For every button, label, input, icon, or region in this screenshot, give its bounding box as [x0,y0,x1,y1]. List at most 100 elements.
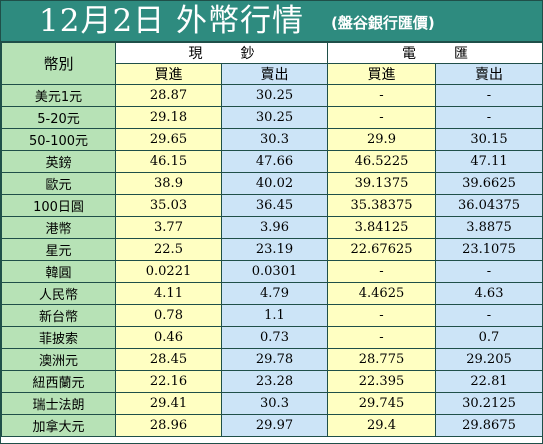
currency-name: 人民幣 [1,282,116,305]
wire-buy-cell: - [327,106,436,129]
wire-sell-cell: 30.15 [435,128,543,151]
currency-name: 加拿大元 [1,414,116,437]
currency-name: 50-100元 [1,128,116,151]
cash-sell-cell: 3.96 [221,216,328,239]
cash-buy-cell: 46.15 [115,150,222,173]
table-row: 新台幣 0.78 1.1- - [1,304,543,327]
table-row: 美元1元 28.87 30.25- - [1,84,543,107]
currency-name: 新台幣 [1,304,116,327]
cash-buy-cell: 22.16 [115,370,222,393]
wire-sell-header: 賣出 [435,63,543,85]
table-row: 加拿大元 28.96 29.97 29.4 29.8675 [1,414,543,437]
cash-sell-cell: 30.3 [221,128,328,151]
currency-name: 5-20元 [1,106,116,129]
wire-sell-cell: 3.8875 [435,216,543,239]
cash-buy-cell: 4.11 [115,282,222,305]
cash-buy-cell: 22.5 [115,238,222,261]
currency-name: 星元 [1,238,116,261]
wire-sell-cell: 22.81 [435,370,543,393]
cash-buy-cell: 28.45 [115,348,222,371]
cash-buy-cell: 29.18 [115,106,222,129]
cash-sell-header: 賣出 [221,63,328,85]
table-row: 50-100元 29.65 30.3 29.9 30.15 [1,128,543,151]
wire-buy-cell: 29.745 [327,392,436,415]
currency-name: 澳洲元 [1,348,116,371]
wire-buy-cell: 29.9 [327,128,436,151]
wire-sell-cell: 47.11 [435,150,543,173]
wire-buy-cell: - [327,326,436,349]
wire-buy-cell: 22.67625 [327,238,436,261]
table-row: 5-20元 29.18 30.25- - [1,106,543,129]
table-row: 菲披索 0.46 0.73-0.7 [1,326,543,349]
cash-buy-cell: 3.77 [115,216,222,239]
wire-buy-header: 買進 [327,63,436,85]
cash-sell-cell: 36.45 [221,194,328,217]
cash-group-header: 現鈔 [115,42,328,64]
currency-name: 100日圓 [1,194,116,217]
currency-name: 英鎊 [1,150,116,173]
rate-rows: 美元1元 28.87 30.25- -5-20元 29.18 30.25- -50-100元… [1,84,543,437]
cash-sell-cell: 30.3 [221,392,328,415]
table-row: 星元 22.5 23.19 22.67625 23.1075 [1,238,543,261]
currency-name: 菲披索 [1,326,116,349]
cash-sell-cell: 23.19 [221,238,328,261]
currency-column-header: 幣別 [1,42,116,85]
cash-buy-cell: 0.46 [115,326,222,349]
title-bar: 12月2日 外幣行情 (盤谷銀行匯價) [1,1,542,42]
currency-name: 歐元 [1,172,116,195]
cash-sell-cell: 29.97 [221,414,328,437]
wire-buy-cell: 29.4 [327,414,436,437]
wire-sell-cell: 29.205 [435,348,543,371]
wire-buy-cell: 4.4625 [327,282,436,305]
table-row: 歐元 38.9 40.02 39.1375 39.6625 [1,172,543,195]
cash-buy-cell: 0.0221 [115,260,222,283]
wire-sell-cell: 30.2125 [435,392,543,415]
cash-sell-cell: 40.02 [221,172,328,195]
wire-sell-cell: - [435,260,543,283]
wire-sell-cell: 0.7 [435,326,543,349]
currency-name: 韓圓 [1,260,116,283]
cash-buy-cell: 38.9 [115,172,222,195]
cash-buy-cell: 28.87 [115,84,222,107]
wire-sell-cell: - [435,84,543,107]
cash-sell-cell: 29.78 [221,348,328,371]
table-row: 100日圓 35.03 36.45 35.38375 36.04375 [1,194,543,217]
wire-buy-cell: 3.84125 [327,216,436,239]
wire-sell-cell: 23.1075 [435,238,543,261]
wire-buy-cell: 39.1375 [327,172,436,195]
wire-buy-cell: 35.38375 [327,194,436,217]
table-row: 澳洲元 28.45 29.78 28.775 29.205 [1,348,543,371]
cash-sell-cell: 47.66 [221,150,328,173]
table-row: 港幣 3.77 3.96 3.84125 3.8875 [1,216,543,239]
wire-buy-cell: 22.395 [327,370,436,393]
table-row: 瑞士法朗 29.41 30.3 29.745 30.2125 [1,392,543,415]
wire-buy-cell: 46.5225 [327,150,436,173]
cash-buy-cell: 29.41 [115,392,222,415]
cash-sell-cell: 0.0301 [221,260,328,283]
wire-sell-cell: - [435,304,543,327]
cash-buy-cell: 35.03 [115,194,222,217]
cash-sell-cell: 0.73 [221,326,328,349]
table-row: 英鎊 46.15 47.66 46.5225 47.11 [1,150,543,173]
table-row: 紐西蘭元 22.16 23.28 22.395 22.81 [1,370,543,393]
currency-name: 美元1元 [1,84,116,107]
currency-name: 紐西蘭元 [1,370,116,393]
table-row: 韓圓 0.0221 0.0301- - [1,260,543,283]
wire-buy-cell: - [327,260,436,283]
currency-name: 瑞士法朗 [1,392,116,415]
wire-buy-cell: - [327,84,436,107]
wire-buy-cell: - [327,304,436,327]
wire-sell-cell: 29.8675 [435,414,543,437]
cash-sell-cell: 4.79 [221,282,328,305]
cash-buy-header: 買進 [115,63,222,85]
cash-sell-cell: 23.28 [221,370,328,393]
cash-buy-cell: 29.65 [115,128,222,151]
wire-buy-cell: 28.775 [327,348,436,371]
cash-sell-cell: 30.25 [221,84,328,107]
page-title: 12月2日 外幣行情 [39,3,305,39]
currency-name: 港幣 [1,216,116,239]
cash-buy-cell: 0.78 [115,304,222,327]
wire-sell-cell: - [435,106,543,129]
wire-sell-cell: 36.04375 [435,194,543,217]
